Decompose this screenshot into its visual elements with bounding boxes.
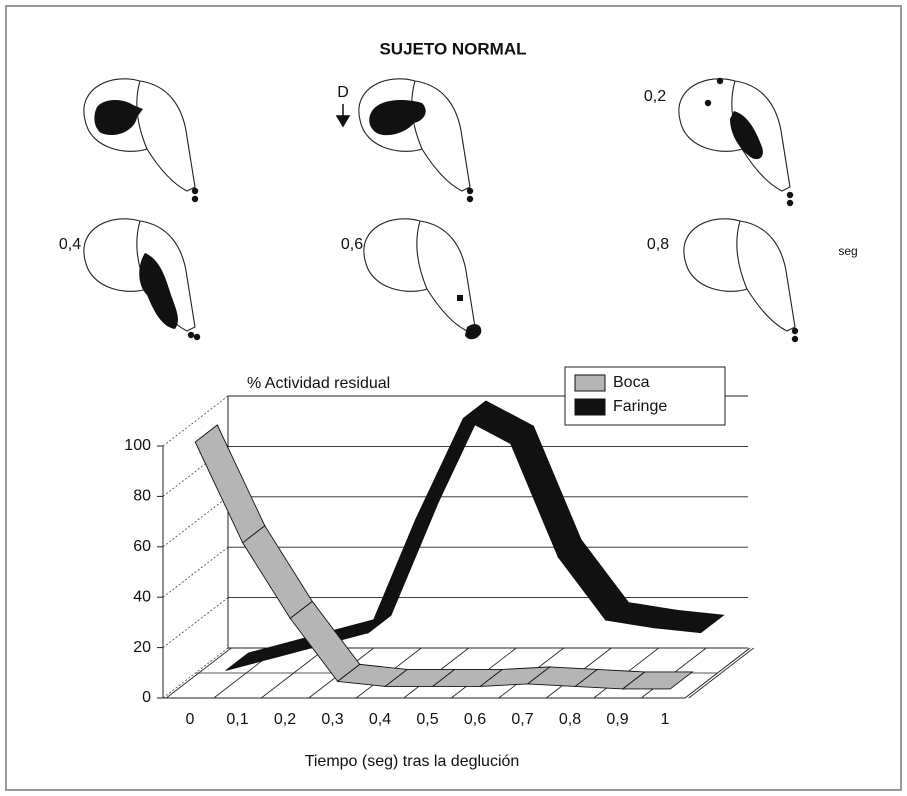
tracer-dot [791,335,799,343]
x-tick-label: 0,4 [369,711,391,728]
frame-label: 0,8 [647,236,669,253]
grid-connector [162,597,229,648]
tracer-dot [193,333,201,341]
floor-divider [166,647,232,699]
y-tick-label: 60 [133,538,151,555]
y-tick-label: 0 [142,689,151,706]
chart: 0 20 40 60 80 100 0 0,1 0,2 0,3 0,4 0,5 0,6 0,7 0,8 0,9… [124,366,754,770]
floor-right [684,647,751,699]
frame-label: 0,6 [341,236,363,253]
tracer-dot [786,191,794,199]
floor-divider [688,647,754,699]
scan-frame [683,218,799,343]
tracer-activity [730,111,763,160]
legend-swatch [574,398,606,416]
tracer-dot [786,199,794,207]
scan-frame [83,78,199,203]
legend-label: Faringe [613,398,667,415]
tracer-dot [716,77,724,85]
y-tick-label: 100 [124,437,151,454]
frame-label: D [337,84,349,101]
x-tick-label: 0,6 [464,711,486,728]
x-tick-label: 0,3 [321,711,343,728]
x-axis-title: Tiempo (seg) tras la deglución [305,753,520,770]
tracer-dot [466,195,474,203]
floor-divider [261,647,327,699]
ribbon-segment [652,609,725,634]
y-tick-label: 80 [133,488,151,505]
x-tick-label: 0,7 [511,711,533,728]
frame-label: 0,2 [644,88,666,105]
scan-frame [363,218,482,340]
x-tick-label: 0,2 [274,711,296,728]
tracer-activity [369,100,426,136]
y-axis-title: % Actividad residual [247,375,390,392]
tracer-activity [139,253,178,329]
x-tick-label: 0,5 [416,711,438,728]
tracer-dot [187,331,195,339]
grid-connector [162,496,229,548]
x-tick-label: 0,9 [606,711,628,728]
scan-frames: D 0,2 0,4 0,6 0,8 seg [59,77,858,343]
ribbon-segment [621,671,694,690]
scan-frame [83,218,201,341]
x-tick-label: 0,1 [226,711,248,728]
y-tick-label: 40 [133,588,151,605]
y-tick-label: 20 [133,639,151,656]
organ-divider [136,80,148,150]
tracer-dot [466,187,474,195]
tracer-activity [94,100,143,136]
x-tick-label: 1 [661,711,670,728]
x-tick-label: 0,8 [559,711,581,728]
tracer-dot [191,195,199,203]
legend-label: Boca [613,374,650,391]
tracer-dot [704,99,712,107]
organ-divider [736,220,748,290]
organ-divider [416,220,428,290]
grid-connector [162,395,229,447]
tracer-activity [457,295,482,340]
scan-frame [358,78,474,203]
grid-connector [162,546,229,598]
scan-frame [678,77,794,207]
legend-swatch [574,374,606,392]
tracer-dot [191,187,199,195]
organ-outline [363,218,476,332]
organ-outline [683,218,796,332]
swallow-arrow [335,104,351,128]
tracer-dot [791,327,799,335]
time-unit: seg [838,244,857,258]
frame-label: 0,4 [59,236,81,253]
figure-title: SUJETO NORMAL [379,39,526,58]
x-tick-label: 0 [186,711,195,728]
